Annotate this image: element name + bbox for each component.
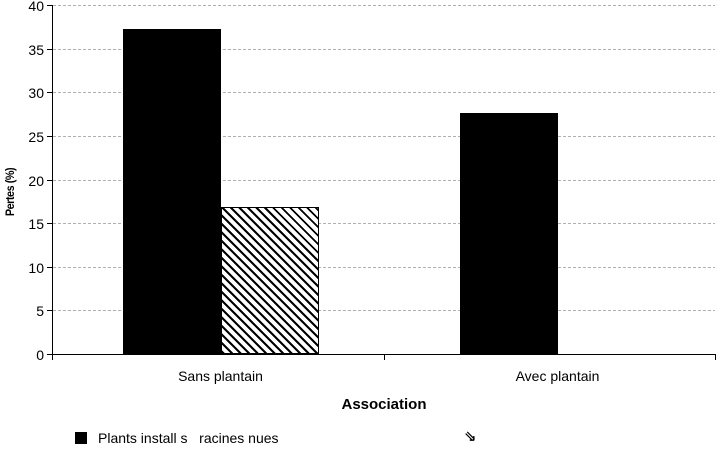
- y-axis-tick: [47, 135, 53, 137]
- y-axis-tick: [47, 354, 53, 355]
- y-tick-label: 0: [36, 347, 44, 363]
- double-arrow-icon: ⇘: [464, 427, 477, 445]
- bar-hatched: [220, 207, 319, 354]
- x-category-label: Avec plantain: [515, 368, 600, 384]
- bar-solid: [459, 113, 558, 354]
- legend-label-series1: Plants install s racines nues: [98, 430, 279, 446]
- y-tick-label: 20: [28, 172, 44, 189]
- y-axis-tick: [47, 48, 53, 50]
- x-axis-title: Association: [341, 396, 427, 413]
- x-category-label: Sans plantain: [178, 368, 263, 384]
- x-axis-tick: [384, 354, 385, 360]
- gridline: [53, 179, 715, 181]
- y-tick-label: 35: [28, 41, 44, 58]
- y-axis-tick: [47, 5, 53, 6]
- gridline: [53, 48, 715, 50]
- y-tick-label: 25: [28, 128, 44, 145]
- gridline: [53, 92, 715, 94]
- gridline: [53, 135, 715, 137]
- gridline: [53, 266, 715, 268]
- y-tick-label: 5: [36, 303, 44, 320]
- bar-solid: [122, 29, 221, 354]
- y-axis-tick: [47, 92, 53, 94]
- y-tick-label: 10: [28, 259, 44, 276]
- gridline: [53, 5, 715, 6]
- y-axis-tick: [47, 266, 53, 268]
- y-axis-line: [52, 5, 53, 355]
- gridline: [53, 223, 715, 225]
- y-axis-tick: [47, 179, 53, 181]
- y-axis-tick: [47, 310, 53, 312]
- x-axis-tick: [52, 354, 53, 360]
- gridline: [53, 310, 715, 312]
- y-tick-label: 30: [28, 85, 44, 102]
- legend-swatch-solid-icon: [75, 432, 87, 444]
- y-tick-label: 40: [28, 0, 44, 14]
- x-axis-tick: [715, 354, 716, 360]
- legend: Plants install s racines nues ⇘: [0, 425, 727, 450]
- y-axis-tick: [47, 223, 53, 225]
- y-tick-label: 15: [28, 216, 44, 233]
